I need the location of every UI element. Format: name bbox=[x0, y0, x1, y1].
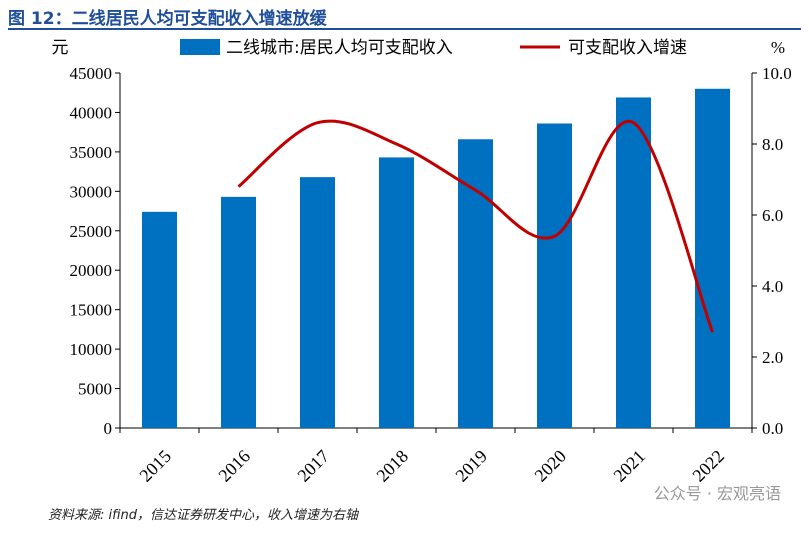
x-tick-label: 2021 bbox=[609, 446, 649, 486]
x-tick-label: 2018 bbox=[372, 446, 412, 486]
left-tick-label: 30000 bbox=[70, 182, 113, 201]
left-tick-label: 35000 bbox=[70, 143, 113, 162]
x-tick-label: 2016 bbox=[214, 446, 254, 486]
source-note: 资料来源: ifind，信达证券研发中心，收入增速为右轴 bbox=[48, 508, 359, 523]
left-tick-label: 40000 bbox=[70, 103, 113, 122]
x-tick-label: 2015 bbox=[135, 446, 175, 486]
chart-area: 0 5000 10000 15000 20000 25000 30000 35000 40000… bbox=[52, 38, 792, 486]
right-tick-label: 6.0 bbox=[762, 206, 783, 225]
bar-2019 bbox=[458, 139, 493, 428]
right-tick-label: 2.0 bbox=[762, 348, 783, 367]
legend-label-line: 可支配收入增速 bbox=[568, 38, 687, 58]
bar-2015 bbox=[142, 211, 177, 428]
right-tick-label: 4.0 bbox=[762, 277, 783, 296]
left-tick-label: 20000 bbox=[70, 261, 113, 280]
bar-2017 bbox=[300, 177, 335, 428]
left-tick-label: 5000 bbox=[78, 380, 112, 399]
watermark: 公众号 · 宏观亮语 bbox=[653, 484, 781, 503]
left-tick-label: 10000 bbox=[70, 340, 113, 359]
growth-line bbox=[237, 119, 714, 333]
left-tick-label: 0 bbox=[104, 419, 113, 438]
bar-2020 bbox=[537, 123, 572, 428]
bar-2016 bbox=[221, 196, 256, 428]
right-tick-label: 0.0 bbox=[762, 419, 783, 438]
left-tick-label: 25000 bbox=[70, 222, 113, 241]
bar-2021 bbox=[616, 97, 651, 428]
legend-swatch-bar bbox=[180, 39, 220, 55]
x-tick-label: 2017 bbox=[293, 446, 333, 486]
title-divider bbox=[8, 28, 801, 30]
right-tick-label: 8.0 bbox=[762, 135, 783, 154]
left-axis-unit: 元 bbox=[52, 38, 69, 58]
left-tick-label: 15000 bbox=[70, 301, 113, 320]
chart-title: 图 12：二线居民人均可支配收入增速放缓 bbox=[8, 9, 327, 29]
bar-2022 bbox=[695, 88, 730, 429]
right-tick-label: 10.0 bbox=[762, 64, 792, 83]
x-tick-label: 2020 bbox=[530, 446, 570, 486]
x-tick-label: 2019 bbox=[451, 446, 491, 486]
left-tick-label: 45000 bbox=[70, 64, 113, 83]
bar-2018 bbox=[379, 157, 414, 428]
legend-label-bar: 二线城市:居民人均可支配收入 bbox=[226, 38, 453, 58]
right-axis-unit: % bbox=[771, 38, 785, 57]
